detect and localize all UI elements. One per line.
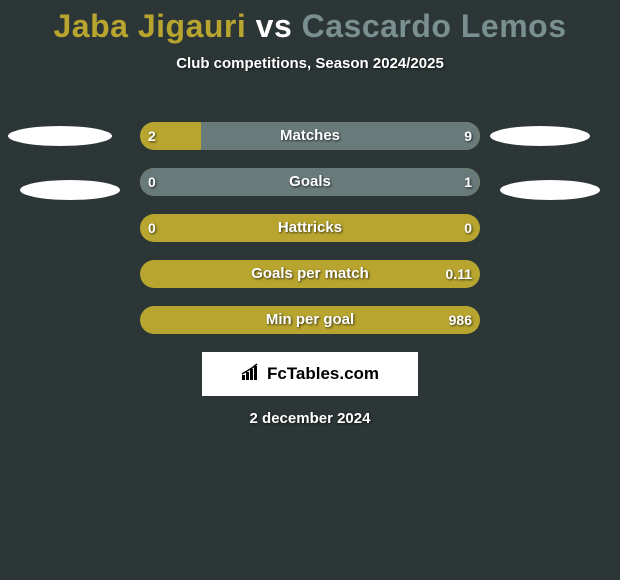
team-badge-placeholder <box>500 180 600 200</box>
stat-rows: Matches29Goals01Hattricks00Goals per mat… <box>0 122 620 352</box>
stat-bar <box>140 214 480 242</box>
stat-bar <box>140 122 480 150</box>
player2-name: Cascardo Lemos <box>302 8 567 44</box>
stat-bar-right <box>140 168 480 196</box>
brand-box: FcTables.com <box>202 352 418 396</box>
stat-bar <box>140 260 480 288</box>
team-badge-placeholder <box>20 180 120 200</box>
stat-bar <box>140 168 480 196</box>
vs-text: vs <box>256 8 293 44</box>
subtitle: Club competitions, Season 2024/2025 <box>0 55 620 72</box>
stat-bar <box>140 306 480 334</box>
stat-row: Goals per match0.11 <box>0 260 620 288</box>
stat-row: Min per goal986 <box>0 306 620 334</box>
stat-row: Hattricks00 <box>0 214 620 242</box>
date-text: 2 december 2024 <box>0 410 620 427</box>
player1-name: Jaba Jigauri <box>54 8 247 44</box>
brand-text: FcTables.com <box>267 364 379 384</box>
stat-bar-right <box>201 122 480 150</box>
team-badge-placeholder <box>8 126 112 146</box>
bars-icon <box>241 363 263 386</box>
comparison-infographic: Jaba Jigauri vs Cascardo Lemos Club comp… <box>0 0 620 580</box>
page-title: Jaba Jigauri vs Cascardo Lemos <box>0 0 620 45</box>
team-badge-placeholder <box>490 126 590 146</box>
